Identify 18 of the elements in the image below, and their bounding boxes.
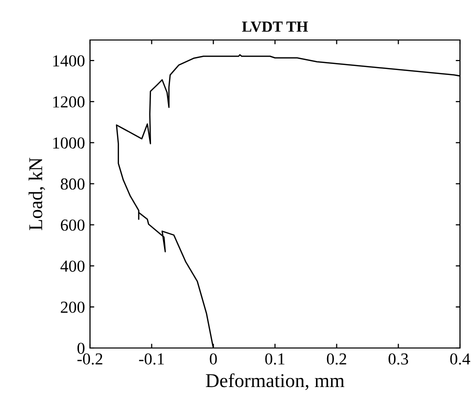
- x-tick-label: 0.2: [326, 353, 346, 365]
- y-tick-label: 1200: [53, 96, 85, 108]
- y-tick-label: 600: [60, 220, 85, 231]
- y-axis-title: Load, kN: [28, 158, 46, 230]
- x-tick-label: 0: [210, 353, 217, 365]
- x-tick-label: 0.3: [388, 353, 408, 365]
- x-tick-label: -0.1: [139, 353, 164, 365]
- x-axis-title: Deformation, mm: [206, 373, 344, 390]
- x-tick-label: 0.1: [265, 353, 284, 365]
- y-tick-label: 1400: [53, 55, 85, 66]
- chart-title: LVDT TH: [242, 22, 308, 32]
- x-tick-label: 0.4: [450, 353, 470, 365]
- y-tick-label: 800: [60, 178, 85, 190]
- y-tick-label: 1000: [53, 137, 85, 149]
- y-tick-label: 400: [60, 260, 85, 272]
- y-tick-label: 0: [77, 342, 85, 354]
- y-tick-label: 200: [60, 302, 85, 313]
- x-tick-label: -0.2: [77, 353, 102, 365]
